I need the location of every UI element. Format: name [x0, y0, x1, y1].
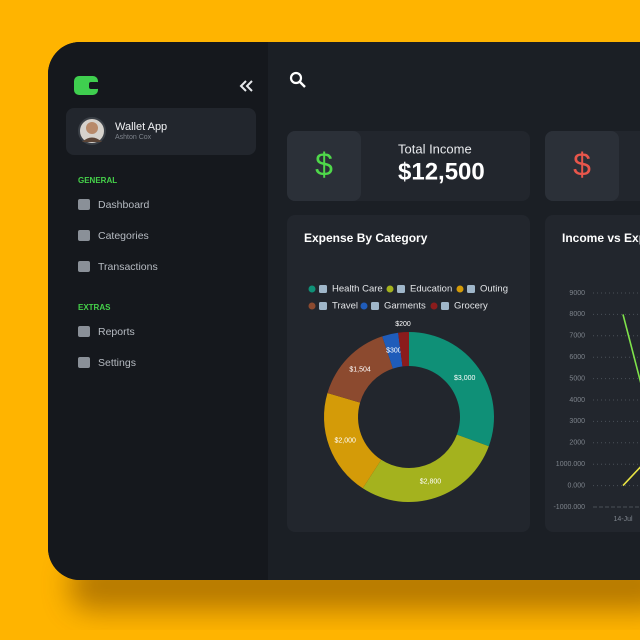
legend-label[interactable]: Travel	[332, 301, 358, 312]
nav-item[interactable]: Reports	[98, 326, 135, 338]
nav-icon	[78, 261, 90, 272]
donut-slice	[323, 392, 382, 489]
nav-item[interactable]: Categories	[98, 230, 149, 242]
legend-label[interactable]: Outing	[480, 284, 508, 295]
chart-title: Expense By Category	[304, 231, 428, 245]
slice-label: $2,000	[335, 437, 357, 444]
y-tick-label: 1000.000	[556, 461, 585, 468]
y-tick-label: -1000.000	[553, 504, 585, 511]
y-tick-label: 4000	[569, 397, 585, 404]
slice-label: $2,800	[420, 478, 442, 485]
nav-item[interactable]: Settings	[98, 357, 136, 369]
legend-label[interactable]: Education	[410, 284, 452, 295]
avatar-body	[82, 137, 102, 142]
legend-icon	[319, 302, 327, 310]
section-title: EXTRAS	[78, 303, 111, 312]
series-line	[622, 314, 640, 384]
donut-slice	[382, 332, 403, 369]
legend-dot	[308, 302, 316, 310]
avatar-face	[86, 122, 98, 134]
logo	[74, 76, 98, 95]
sidebar	[48, 42, 268, 580]
logo-clasp	[89, 82, 99, 89]
donut-slice	[398, 332, 409, 367]
y-tick-label: 9000	[569, 290, 585, 297]
legend-icon	[467, 285, 475, 293]
legend-icon	[441, 302, 449, 310]
donut-slice	[362, 434, 489, 502]
search-handle	[299, 81, 306, 88]
chart-title: Income vs Exp	[562, 231, 640, 245]
legend-label[interactable]: Health Care	[332, 284, 383, 295]
nav-icon	[78, 357, 90, 368]
expense-icon-box	[545, 131, 619, 201]
y-tick-label: 6000	[569, 354, 585, 361]
legend-dot	[456, 285, 464, 293]
nav-icon	[78, 199, 90, 210]
dollar-icon: $	[315, 146, 333, 182]
series-line	[622, 466, 640, 487]
slice-label: $3,000	[454, 375, 476, 382]
y-tick-label: 2000	[569, 440, 585, 447]
legend-label[interactable]: Garments	[384, 301, 426, 312]
y-tick-label: 5000	[569, 375, 585, 382]
collapse-button[interactable]	[239, 80, 253, 92]
legend-dot	[308, 285, 316, 293]
legend-dot	[430, 302, 438, 310]
nav-icon	[78, 230, 90, 241]
legend-icon	[319, 285, 327, 293]
card-value: $12,500	[398, 158, 485, 185]
legend-label[interactable]: Grocery	[454, 301, 488, 312]
search-icon[interactable]	[289, 71, 303, 85]
income-icon-box	[287, 131, 361, 201]
x-tick-label: 14-Jul	[613, 516, 633, 523]
card-label: Total Income	[398, 141, 472, 156]
slice-label: $200	[395, 321, 411, 328]
donut-slice	[409, 332, 494, 447]
dollar-icon: $	[573, 146, 591, 182]
donut-slice	[327, 336, 393, 403]
nav-item[interactable]: Dashboard	[98, 199, 150, 211]
slice-label: $300	[386, 348, 402, 355]
y-tick-label: 8000	[569, 311, 585, 318]
nav-item[interactable]: Transactions	[98, 261, 158, 273]
legend-icon	[397, 285, 405, 293]
user-name: Ashton Cox	[115, 134, 152, 141]
section-title: GENERAL	[78, 176, 117, 185]
line-card	[545, 215, 640, 532]
legend-dot	[360, 302, 368, 310]
app-name: Wallet App	[115, 121, 167, 133]
nav-icon	[78, 326, 90, 337]
legend-dot	[386, 285, 394, 293]
slice-label: $1,504	[349, 367, 371, 374]
legend-icon	[371, 302, 379, 310]
y-tick-label: 7000	[569, 333, 585, 340]
y-tick-label: 0.000	[567, 482, 585, 489]
y-tick-label: 3000	[569, 418, 585, 425]
profile-box[interactable]	[66, 108, 256, 155]
